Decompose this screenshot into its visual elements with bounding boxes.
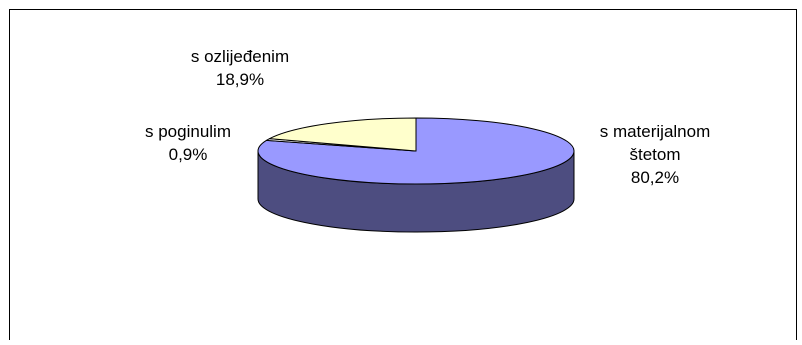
slice-label-ozlijedenim-line1: s ozlijeđenim [190, 47, 290, 66]
plot-border [9, 9, 797, 340]
slice-label-materijalnom-line2: štetom [629, 145, 681, 164]
slice-label-materijalnom-line1: s materijalnom [599, 122, 711, 141]
slice-value-ozlijedenim: 18,9% [215, 70, 265, 89]
pie-slice-2 [268, 117, 417, 152]
slice-label-poginulim: s poginulim 0,9% [113, 120, 263, 166]
slice-label-ozlijedenim: s ozlijeđenim 18,9% [150, 45, 330, 91]
slice-value-poginulim: 0,9% [168, 145, 208, 164]
slice-value-materijalnom: 80,2% [630, 168, 680, 187]
slice-label-poginulim-line1: s poginulim [145, 122, 231, 141]
slice-label-materijalnom: s materijalnom štetom 80,2% [570, 120, 740, 189]
